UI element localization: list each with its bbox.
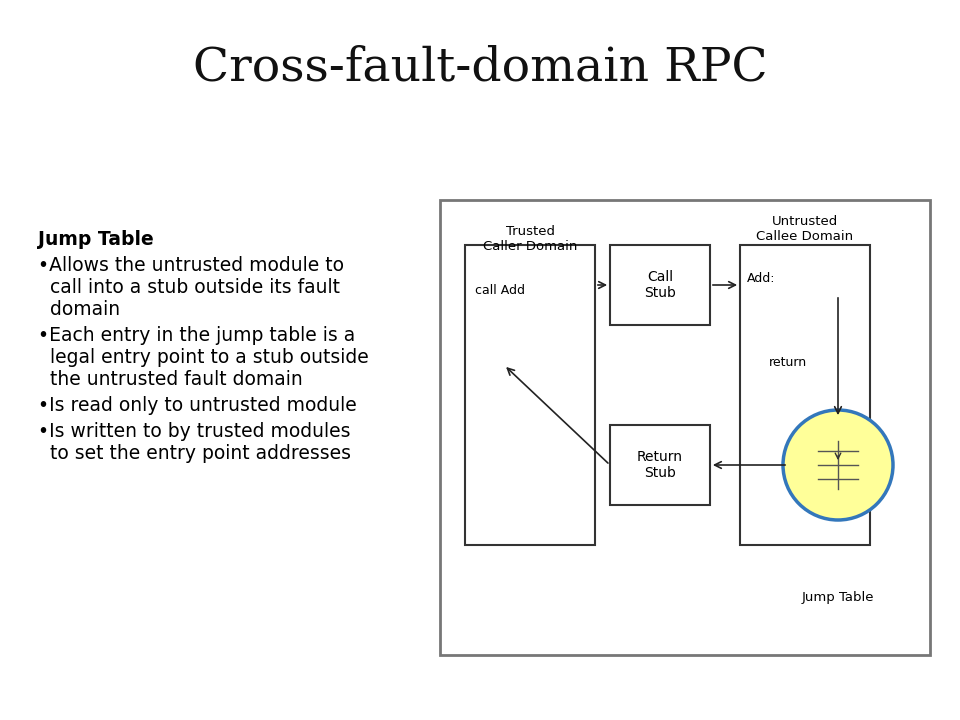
Text: •Is read only to untrusted module: •Is read only to untrusted module (38, 396, 357, 415)
Text: Return
Stub: Return Stub (637, 450, 683, 480)
Text: Untrusted
Callee Domain: Untrusted Callee Domain (756, 215, 853, 243)
Text: Cross-fault-domain RPC: Cross-fault-domain RPC (193, 45, 767, 91)
Text: •Each entry in the jump table is a: •Each entry in the jump table is a (38, 326, 355, 345)
Bar (440, 200, 930, 655)
Text: the untrusted fault domain: the untrusted fault domain (38, 370, 302, 389)
Bar (610, 425, 710, 505)
Text: return: return (769, 356, 807, 369)
Text: Add:: Add: (747, 272, 776, 286)
Text: Call
Stub: Call Stub (644, 270, 676, 300)
Text: Trusted
Caller Domain: Trusted Caller Domain (483, 225, 577, 253)
Text: Jump Table: Jump Table (802, 591, 875, 604)
Bar (610, 245, 710, 325)
Circle shape (783, 410, 893, 520)
Text: call Add: call Add (475, 284, 525, 297)
Bar (740, 245, 870, 545)
Text: legal entry point to a stub outside: legal entry point to a stub outside (38, 348, 369, 367)
Bar (465, 245, 595, 545)
Text: call into a stub outside its fault: call into a stub outside its fault (38, 278, 340, 297)
Text: •Is written to by trusted modules: •Is written to by trusted modules (38, 422, 350, 441)
Text: to set the entry point addresses: to set the entry point addresses (38, 444, 351, 463)
Text: •Allows the untrusted module to: •Allows the untrusted module to (38, 256, 344, 275)
Text: Jump Table: Jump Table (38, 230, 154, 249)
Text: domain: domain (38, 300, 120, 319)
